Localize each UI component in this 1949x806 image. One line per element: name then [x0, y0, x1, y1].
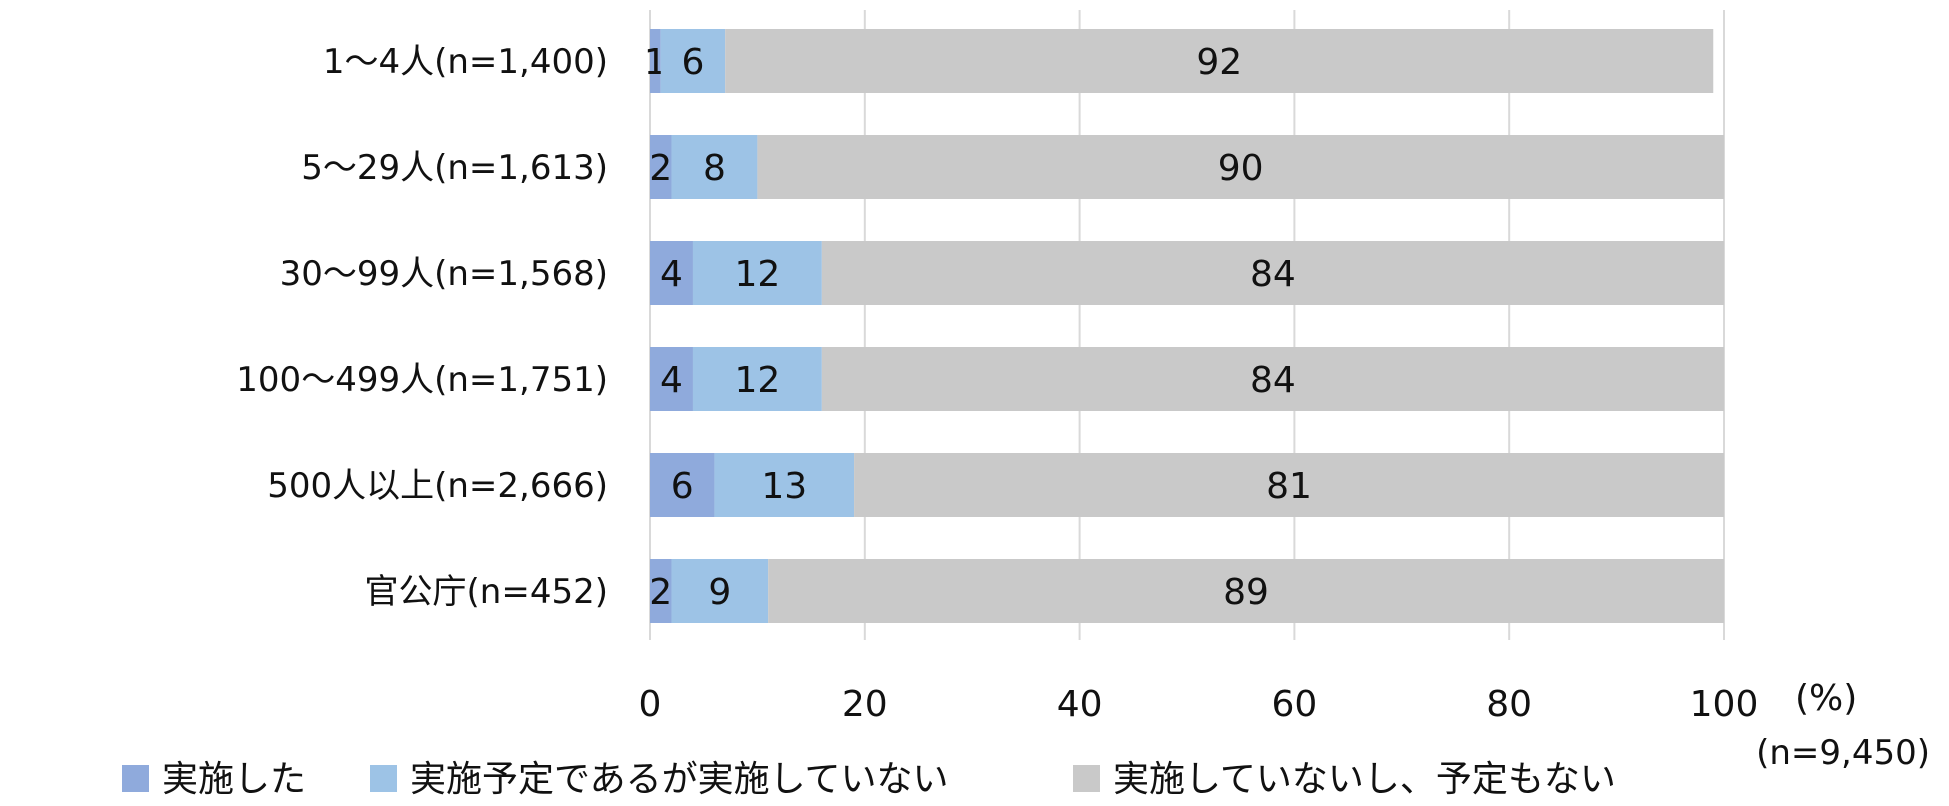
bar-segment — [692, 347, 822, 411]
category-label: 5〜29人(n=1,613) — [301, 148, 608, 188]
data-label: 6 — [671, 466, 694, 507]
x-tick-label: 60 — [1271, 684, 1317, 725]
category-label: 500人以上(n=2,666) — [267, 466, 608, 506]
x-tick-label: 40 — [1057, 684, 1103, 725]
x-tick-labels: 0 20 40 60 80 100 — [639, 684, 1759, 725]
legend: 実施した 実施予定であるが実施していない 実施していないし、予定もない — [122, 759, 1616, 800]
legend-swatch — [370, 765, 397, 792]
data-label: 4 — [660, 360, 683, 401]
bar-segment — [692, 241, 822, 305]
data-label: 9 — [708, 572, 731, 613]
data-label: 12 — [734, 360, 780, 401]
sample-size-note: (n=9,450) — [1756, 733, 1930, 773]
bar-segment — [854, 453, 1724, 517]
legend-label: 実施した — [162, 759, 306, 800]
x-tick-label: 20 — [842, 684, 888, 725]
bar-segment — [671, 135, 758, 199]
bar-segment — [768, 559, 1724, 623]
data-label: 2 — [649, 148, 672, 189]
data-label: 84 — [1250, 254, 1296, 295]
bar-segment — [725, 29, 1714, 93]
bar-segment — [650, 347, 693, 411]
x-tick-label: 80 — [1486, 684, 1532, 725]
bar-segment — [714, 453, 855, 517]
bar-segment — [821, 241, 1724, 305]
category-label: 100〜499人(n=1,751) — [236, 360, 608, 400]
legend-label: 実施予定であるが実施していない — [410, 759, 949, 800]
category-labels: 1〜4人(n=1,400) 5〜29人(n=1,613) 30〜99人(n=1,56… — [236, 42, 608, 612]
category-label: 官公庁(n=452) — [365, 572, 608, 612]
bar-segment — [821, 347, 1724, 411]
x-tick-label: 100 — [1690, 684, 1759, 725]
data-label: 92 — [1196, 42, 1242, 83]
x-axis-unit: (%) — [1795, 678, 1857, 719]
bar-segment — [650, 135, 672, 199]
bar-segment — [650, 453, 715, 517]
bar-segment — [650, 29, 661, 93]
legend-label: 実施していないし、予定もない — [1113, 759, 1616, 800]
legend-swatch — [122, 765, 149, 792]
data-label: 13 — [761, 466, 807, 507]
bar-segment — [757, 135, 1724, 199]
data-label: 81 — [1266, 466, 1312, 507]
data-label: 12 — [734, 254, 780, 295]
bar-segment — [650, 241, 693, 305]
data-label: 6 — [682, 42, 705, 83]
gridlines — [649, 10, 1725, 640]
x-tick-label: 0 — [639, 684, 662, 725]
bars: 1 6 922 8 904 12 844 12 846 13 812 9 89 — [644, 29, 1724, 623]
data-label: 8 — [703, 148, 726, 189]
data-label: 84 — [1250, 360, 1296, 401]
category-label: 30〜99人(n=1,568) — [280, 254, 608, 294]
bar-segment — [671, 559, 769, 623]
category-label: 1〜4人(n=1,400) — [323, 42, 608, 82]
data-label: 90 — [1218, 148, 1264, 189]
bar-segment — [650, 559, 672, 623]
bar-segment — [660, 29, 726, 93]
data-label: 4 — [660, 254, 683, 295]
data-label: 89 — [1223, 572, 1269, 613]
legend-swatch — [1073, 765, 1100, 792]
data-label: 2 — [649, 572, 672, 613]
